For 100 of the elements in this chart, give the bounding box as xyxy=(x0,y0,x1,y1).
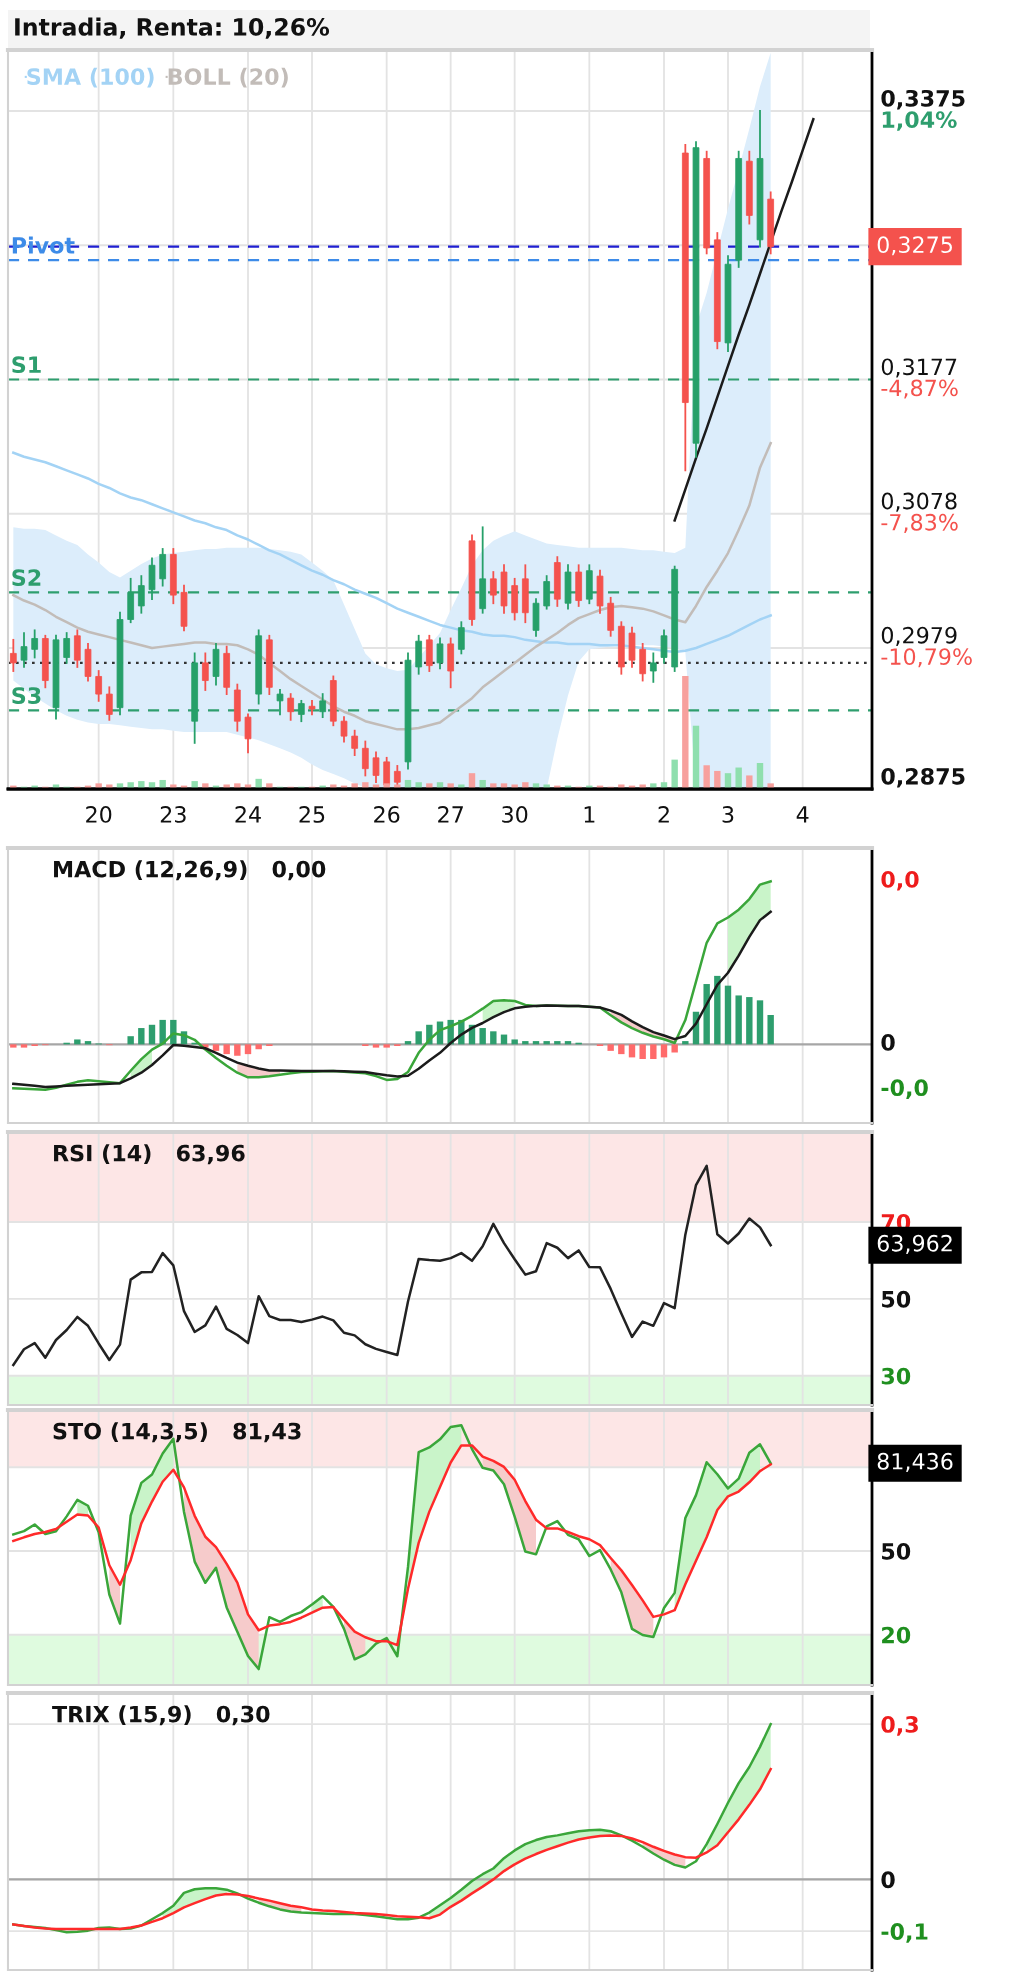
y-tick-label: 20 xyxy=(882,1626,911,1644)
bar xyxy=(639,1044,646,1060)
bar xyxy=(767,783,774,789)
y-tick-label: 0,3078 xyxy=(881,492,957,512)
bar xyxy=(234,1044,241,1056)
bar xyxy=(628,1044,636,1058)
ref-line-label: S3 xyxy=(12,687,41,704)
bar xyxy=(650,783,657,789)
bar xyxy=(383,1044,390,1048)
bar xyxy=(511,1039,518,1045)
bar xyxy=(372,1044,380,1048)
bar xyxy=(703,984,710,1045)
bar xyxy=(266,783,273,789)
text: TRIX (15,9) 0,30 xyxy=(52,1705,270,1726)
y-tick-label: -0,1 xyxy=(881,1923,928,1943)
legend-label: SMA (100) xyxy=(27,67,154,88)
bar xyxy=(724,985,732,1045)
bar xyxy=(639,784,646,789)
y2-tick-label: 1,04% xyxy=(882,111,957,131)
text: -0,0 xyxy=(881,1079,928,1099)
y-tick-label: 50 xyxy=(882,1542,911,1560)
bar xyxy=(660,1044,668,1058)
bar xyxy=(479,1028,486,1045)
bar xyxy=(714,770,721,789)
ref-line-label: S2 xyxy=(12,569,41,586)
bar xyxy=(159,779,166,789)
bar xyxy=(692,725,700,789)
bar xyxy=(212,1044,220,1051)
bar xyxy=(447,783,454,789)
bar xyxy=(127,782,134,789)
y-tick-label: 0,2979 xyxy=(881,626,957,646)
bar xyxy=(511,784,518,789)
bar xyxy=(671,759,678,789)
y2-tick-label: -10,79% xyxy=(881,648,972,668)
bar xyxy=(10,1044,17,1048)
ref-line-label: Pivot xyxy=(12,236,75,254)
x-tick-label: 3 xyxy=(722,806,734,823)
bar xyxy=(671,1044,678,1053)
chart-title: MACD (12,26,9) 0,00 xyxy=(54,860,326,881)
x-tick-label: 20 xyxy=(86,806,112,823)
line-series xyxy=(12,1164,772,1367)
bar xyxy=(522,1041,529,1045)
bar xyxy=(490,1031,497,1045)
bar xyxy=(490,783,497,789)
x-tick-label: 30 xyxy=(502,806,528,823)
bar xyxy=(170,784,177,789)
chart-title: Intradia, Renta: 10,26% xyxy=(15,17,330,39)
ref-line-label: S1 xyxy=(12,356,41,374)
bar xyxy=(682,1041,689,1045)
bar xyxy=(682,676,689,789)
y2-tick-label: -4,87% xyxy=(881,379,958,399)
y-tick-label: 0 xyxy=(881,1871,895,1889)
bar xyxy=(767,1015,774,1045)
x-tick-label: 26 xyxy=(374,806,400,823)
bar xyxy=(543,1041,550,1045)
y-tick-label: 0,3177 xyxy=(881,358,957,378)
line-series xyxy=(12,1424,772,1671)
bar xyxy=(522,782,529,789)
x-tick-label: 2 xyxy=(658,806,669,823)
bar xyxy=(415,1031,422,1045)
bar xyxy=(543,784,550,789)
bar xyxy=(106,784,113,789)
bar xyxy=(650,1044,657,1060)
bar xyxy=(479,779,486,789)
bar xyxy=(74,1039,81,1045)
bar xyxy=(20,1044,28,1048)
bar xyxy=(618,1044,625,1055)
bar xyxy=(127,1036,134,1045)
bar xyxy=(255,1044,262,1050)
bar xyxy=(330,784,337,789)
bar xyxy=(138,781,145,789)
x-tick-label: 23 xyxy=(160,806,186,823)
legend-label: BOLL (20) xyxy=(168,67,288,88)
bar xyxy=(746,775,753,789)
bar xyxy=(202,783,209,789)
bar xyxy=(191,781,198,789)
x-tick-label: 4 xyxy=(796,806,809,823)
bar xyxy=(223,1044,230,1055)
bar xyxy=(607,1044,614,1051)
bar xyxy=(234,783,241,789)
bar xyxy=(756,1000,764,1045)
bar xyxy=(746,997,753,1045)
line-series xyxy=(12,1444,772,1647)
text: 0,3275 xyxy=(877,236,952,256)
text: 81,436 xyxy=(877,1452,953,1472)
x-tick-label: 1 xyxy=(584,806,595,823)
bar xyxy=(426,783,433,789)
y-tick-label: 0,3 xyxy=(881,1716,918,1736)
bar xyxy=(415,782,422,789)
bar xyxy=(618,784,625,789)
x-tick-label: 27 xyxy=(438,806,463,823)
bar xyxy=(244,1044,252,1055)
bar xyxy=(714,975,721,1045)
bar xyxy=(735,767,742,789)
bar xyxy=(554,1041,561,1045)
bar xyxy=(223,784,230,789)
y-tick-label: 0,3375 xyxy=(881,89,965,110)
bar xyxy=(756,763,764,789)
bar xyxy=(383,783,390,789)
bar xyxy=(159,1019,166,1045)
